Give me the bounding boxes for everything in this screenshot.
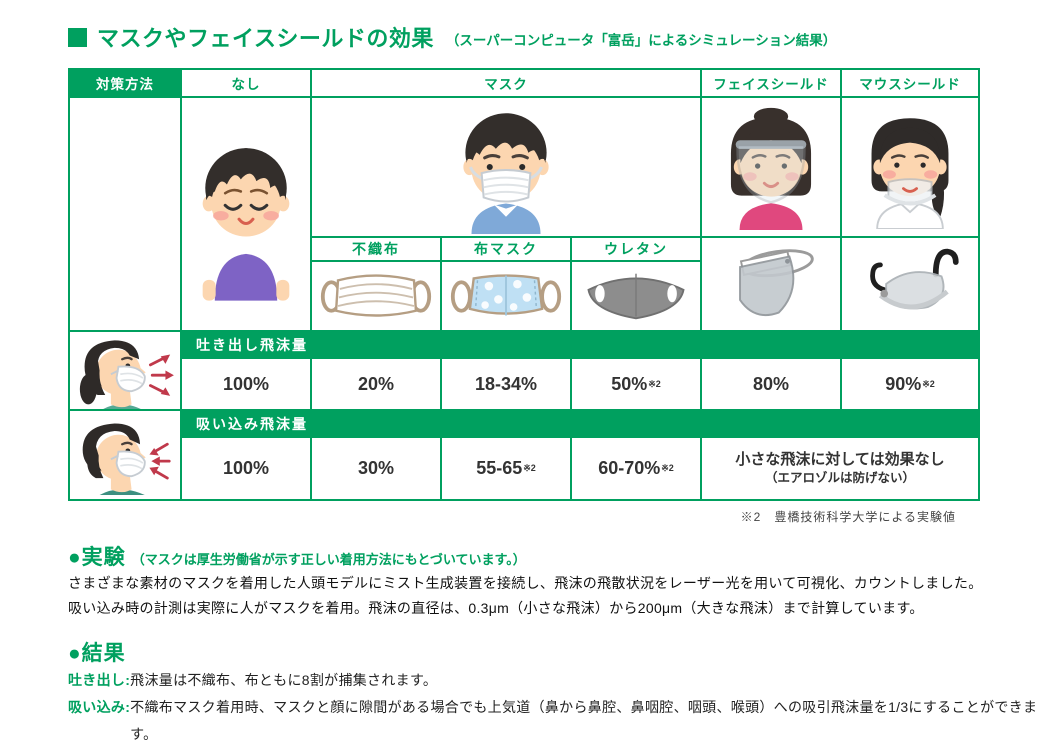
subheader-cloth: 布マスク [442,238,570,260]
exhale-value-none: 100% [182,359,310,409]
urethane-mask-icon [587,273,685,319]
cell-profile-inhale [70,411,180,499]
result-inhale-text: 不織布マスク着用時、マスクと顔に隙間がある場合でも上気道（鼻から鼻腔、鼻咽腔、咽… [130,699,1038,742]
title-square-icon [68,27,87,47]
cell-character-none [182,98,310,330]
value-text: 90% [885,373,922,394]
face-shield-icon [739,248,814,316]
cell-item-face-shield [702,238,840,330]
value-footnote-marker: ※2 [922,378,935,389]
result-inhale-line: 吸い込み: 不織布マスク着用時、マスクと顔に隙間がある場合でも上気道（鼻から鼻腔… [68,694,1048,745]
experiment-line-1: さまざまな素材のマスクを着用した人頭モデルにミスト生成装置を接続し、飛沫の飛散状… [68,575,983,591]
value-text: 50% [611,373,648,394]
result-exhale-text: 飛沫量は不織布、布ともに8割が捕集されます。 [130,672,438,688]
mouth-shield-icon [870,248,959,310]
value-footnote-marker: ※2 [661,463,674,473]
cell-item-cloth [442,262,570,330]
inhale-value-nonwoven: 30% [312,438,440,499]
person-face-shield-illustration [730,107,812,230]
inhale-value-urethane: 60-70% ※2 [572,438,700,499]
cell-item-mouth-shield [842,238,978,330]
cell-character-face-shield [702,98,840,236]
inhale-value-cloth: 55-65 ※2 [442,438,570,499]
result-section-heading: ●結果 [68,637,1054,667]
row-label-inhale: 吸い込み飛沫量 [182,411,978,436]
page-title-row: マスクやフェイスシールドの効果 （スーパーコンピュータ「富岳」によるシミュレーシ… [68,20,1054,54]
value-text: 55-65 [476,458,523,478]
exhale-value-mouth-shield: 90% ※2 [842,359,978,409]
subheader-urethane: ウレタン [572,238,700,260]
person-no-mask-illustration [202,148,290,301]
value-text: 80% [752,373,790,394]
result-exhale-label: 吐き出し: [68,672,131,688]
exhale-value-urethane: 50% ※2 [572,359,700,409]
value-text: 100% [222,373,270,394]
row-label-exhale: 吐き出し飛沫量 [182,332,978,357]
col-header-mouth-shield: マウスシールド [842,70,978,96]
result-heading: ●結果 [68,642,126,665]
experiment-heading: ●実験 [68,546,126,569]
person-mouth-shield-illustration [871,118,949,229]
value-text: 100% [222,458,270,478]
cell-character-mask [312,98,700,236]
value-footnote-marker: ※2 [523,463,536,473]
nonwoven-mask-icon [320,273,432,317]
exhale-value-nonwoven: 20% [312,359,440,409]
exhale-profile-icon [79,340,174,409]
effect-table: 対策方法 なし マスク フェイスシールド マウスシールド [68,68,980,501]
value-text: 20% [357,373,395,394]
experiment-section-heading: ●実験 （マスクは厚生労働省が示す正しい着用方法にもとづいています。） [68,541,1054,571]
page-title-note: （スーパーコンピュータ「富岳」によるシミュレーション結果） [445,32,837,48]
value-text: 60-70% [598,458,661,478]
cell-item-urethane [572,262,700,330]
value-footnote-marker: ※2 [648,378,661,389]
cell-character-mouth-shield [842,98,978,236]
value-text: 18-34% [474,373,538,394]
person-surgical-mask-illustration [463,113,549,234]
inhale-value-none: 100% [182,438,310,499]
table-footnote: ※2 豊橋技術科学大学による実験値 [740,510,956,524]
inhale-value-shields: 小さな飛沫に対しては効果なし （エアロゾルは防げない） [702,438,978,499]
inhale-profile-icon [82,423,171,495]
col-header-method: 対策方法 [70,70,180,96]
exhale-value-cloth: 18-34% [442,359,570,409]
exhale-value-face-shield: 80% [702,359,840,409]
cell-profile-exhale [70,332,180,409]
experiment-line-2: 吸い込み時の計測は実際に人がマスクを着用。飛沫の直径は、0.3μm（小さな飛沫）… [68,600,924,616]
result-exhale-line: 吐き出し: 飛沫量は不織布、布ともに8割が捕集されます。 [68,667,1048,694]
col-header-mask: マスク [312,70,700,96]
page-title: マスクやフェイスシールドの効果 [97,26,434,51]
col-header-face-shield: フェイスシールド [702,70,840,96]
cell-item-nonwoven [312,262,440,330]
experiment-heading-note: （マスクは厚生労働省が示す正しい着用方法にもとづいています。） [131,552,526,567]
value-text: 30% [357,458,395,478]
subheader-nonwoven: 不織布 [312,238,440,260]
value-text: 小さな飛沫に対しては効果なし [735,450,945,468]
cloth-mask-icon [450,273,562,315]
result-inhale-label: 吸い込み: [68,699,131,715]
value-subtext: （エアロゾルは防げない） [764,470,915,485]
col-header-none: なし [182,70,310,96]
method-column-spacer [70,98,180,330]
